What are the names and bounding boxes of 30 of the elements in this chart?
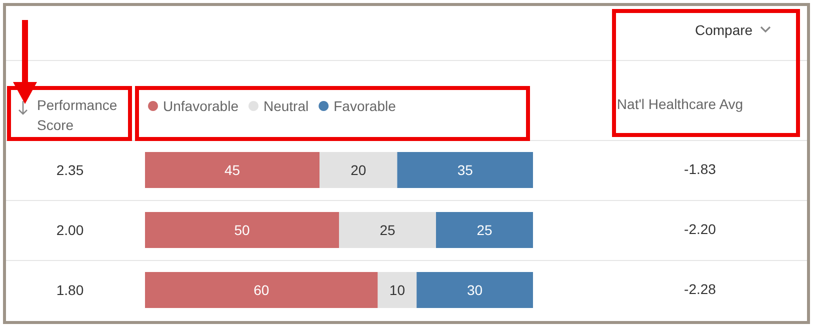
legend-label: Unfavorable: [163, 98, 239, 114]
data-label: 25: [476, 222, 492, 238]
y-axis-title: Performance Score: [37, 96, 118, 135]
bar: [145, 152, 320, 188]
bar: [436, 212, 533, 248]
data-label: 20: [350, 162, 366, 178]
data-label: 30: [467, 282, 483, 298]
bar: [320, 152, 398, 188]
y-tick-label: 2.35: [56, 162, 84, 178]
data-label: 45: [224, 162, 240, 178]
bar: [145, 212, 339, 248]
legend-label: Favorable: [334, 98, 396, 114]
data-label: 60: [254, 282, 270, 298]
bar: [378, 272, 417, 308]
data-label: 25: [380, 222, 396, 238]
y-tick-label: 2.00: [56, 222, 84, 238]
text: -2.20: [683, 221, 717, 237]
bar: [397, 152, 533, 188]
text: -2.28: [683, 281, 717, 297]
data-label: 50: [234, 222, 250, 238]
y-tick-label: 1.80: [56, 282, 84, 298]
bar: [416, 272, 533, 308]
text: Compare: [695, 22, 753, 38]
text: -1.83: [683, 161, 717, 177]
bar: [145, 272, 378, 308]
data-label: 35: [457, 162, 474, 178]
text: Nat'l Healthcare Avg: [616, 96, 744, 112]
legend-label: Neutral: [263, 98, 309, 114]
data-label: 10: [389, 282, 406, 298]
bar: [339, 212, 436, 248]
